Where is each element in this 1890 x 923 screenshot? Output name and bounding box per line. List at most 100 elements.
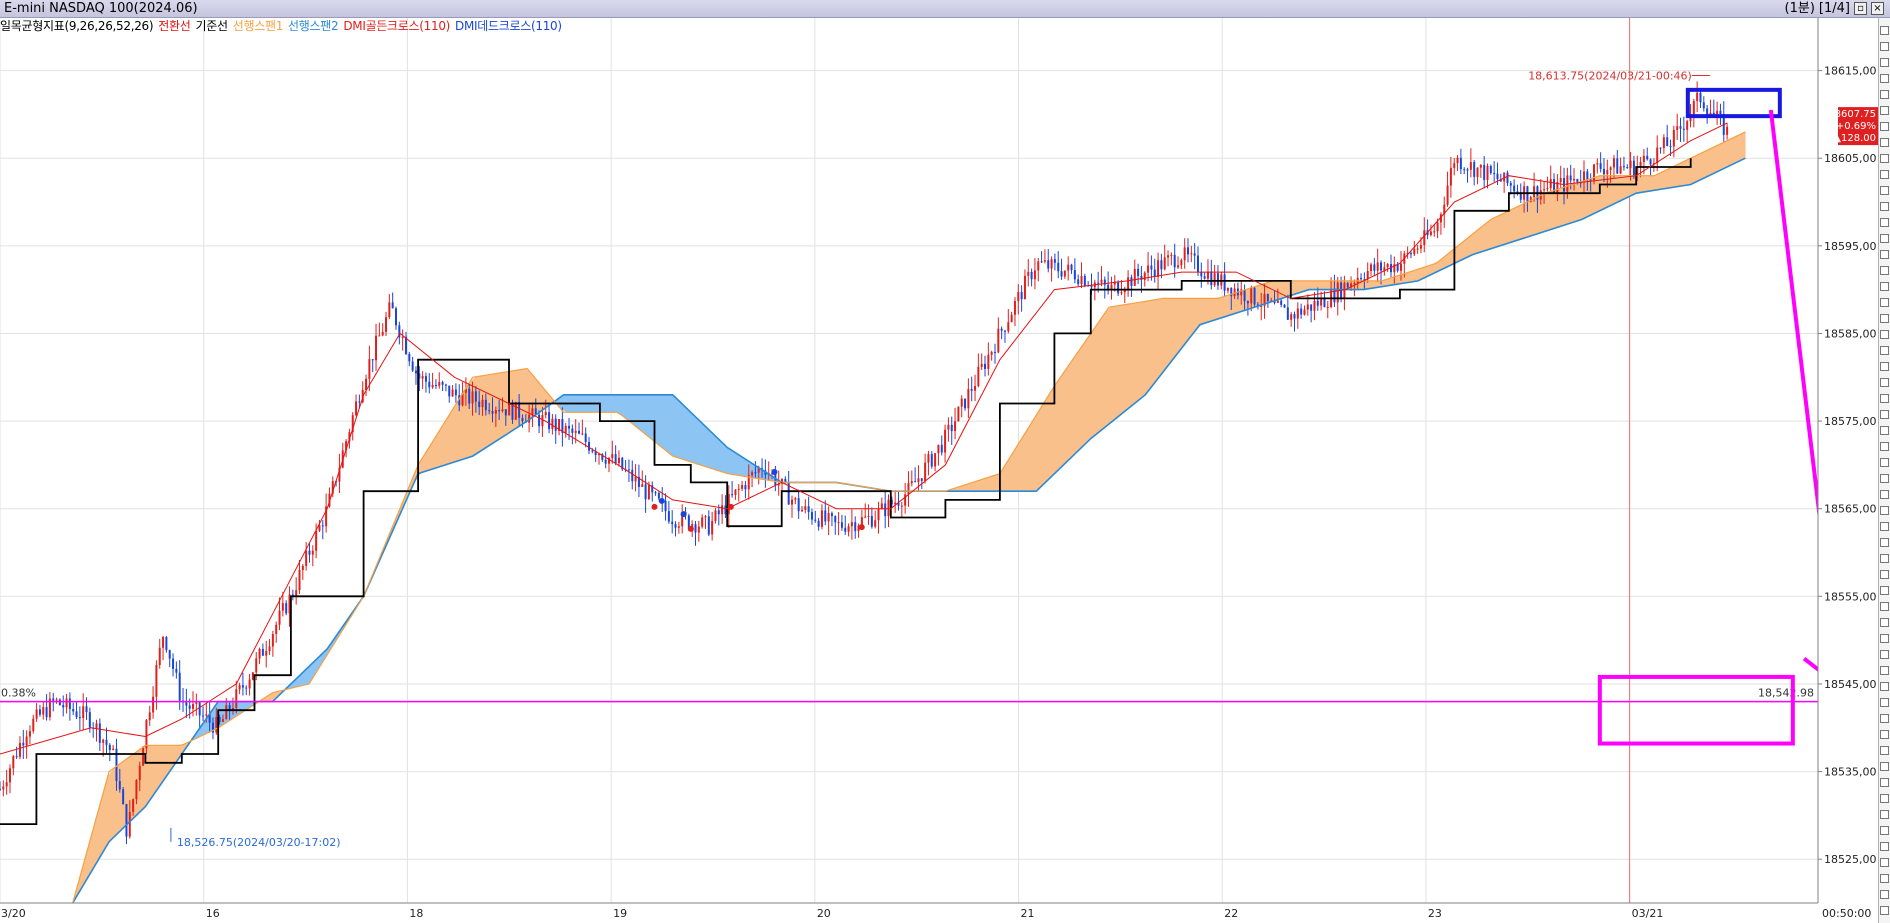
candle-body-402 bbox=[1336, 282, 1339, 303]
drawing-tool-icon[interactable] bbox=[1880, 250, 1889, 259]
candle-body-477 bbox=[1586, 171, 1589, 180]
drawing-tool-icon[interactable] bbox=[1880, 266, 1889, 275]
drawing-tool-icon[interactable] bbox=[1880, 602, 1889, 611]
drawing-tool-icon[interactable] bbox=[1880, 442, 1889, 451]
drawing-tool-icon[interactable] bbox=[1880, 490, 1889, 499]
drawing-tool-icon[interactable] bbox=[1880, 874, 1889, 883]
drawing-tool-icon[interactable] bbox=[1880, 554, 1889, 563]
drawing-tool-icon[interactable] bbox=[1880, 234, 1889, 243]
candle-body-480 bbox=[1596, 163, 1599, 165]
candle-body-281 bbox=[934, 453, 937, 467]
drawing-tool-icon[interactable] bbox=[1880, 730, 1889, 739]
candle-body-446 bbox=[1483, 164, 1486, 180]
drawing-tool-icon[interactable] bbox=[1880, 170, 1889, 179]
drawing-tool-icon[interactable] bbox=[1880, 506, 1889, 515]
drawing-tool-icon[interactable] bbox=[1880, 634, 1889, 643]
cloud-segment-132 bbox=[992, 473, 1000, 492]
candle-body-172 bbox=[571, 428, 574, 433]
drawing-tool-icon[interactable] bbox=[1880, 26, 1889, 35]
drawing-tool-icon[interactable] bbox=[1880, 778, 1889, 787]
candle-body-118 bbox=[391, 302, 394, 309]
drawing-tool-icon[interactable] bbox=[1880, 570, 1889, 579]
candle-body-318 bbox=[1057, 262, 1060, 272]
drawing-tool-icon[interactable] bbox=[1880, 762, 1889, 771]
drawing-tool-icon[interactable] bbox=[1880, 154, 1889, 163]
drawing-tool-icon[interactable] bbox=[1880, 650, 1889, 659]
drawing-tool-icon[interactable] bbox=[1880, 410, 1889, 419]
drawing-tool-icon[interactable] bbox=[1880, 794, 1889, 803]
close-icon[interactable]: × bbox=[1871, 2, 1884, 15]
candle-body-144 bbox=[478, 401, 481, 408]
candle-body-77 bbox=[255, 658, 258, 673]
candle-body-395 bbox=[1313, 300, 1316, 311]
cloud-segment-137 bbox=[1027, 417, 1035, 492]
candle-body-42 bbox=[138, 765, 141, 781]
drawing-tool-icon[interactable] bbox=[1880, 586, 1889, 595]
cloud-segment-233 bbox=[1696, 151, 1704, 183]
candle-body-117 bbox=[388, 302, 391, 318]
candle-body-404 bbox=[1343, 282, 1346, 298]
candle-body-129 bbox=[428, 381, 431, 388]
drawing-tool-icon[interactable] bbox=[1880, 810, 1889, 819]
drawing-tool-icon[interactable] bbox=[1880, 858, 1889, 867]
candle-body-125 bbox=[414, 370, 417, 374]
drawing-tool-icon[interactable] bbox=[1880, 618, 1889, 627]
candle-body-23 bbox=[75, 711, 78, 718]
drawing-tool-icon[interactable] bbox=[1880, 458, 1889, 467]
drawing-tool-icon[interactable] bbox=[1880, 138, 1889, 147]
candle-body-324 bbox=[1077, 279, 1080, 285]
drawing-tool-icon[interactable] bbox=[1880, 42, 1889, 51]
candle-body-496 bbox=[1649, 159, 1652, 165]
candle-body-428 bbox=[1423, 230, 1426, 246]
drawing-tool-icon[interactable] bbox=[1880, 362, 1889, 371]
drawing-tool-icon[interactable] bbox=[1880, 282, 1889, 291]
drawing-tool-icon[interactable] bbox=[1880, 90, 1889, 99]
drawing-tool-icon[interactable] bbox=[1880, 698, 1889, 707]
candle-body-8 bbox=[25, 736, 28, 746]
drawing-tool-icon[interactable] bbox=[1880, 378, 1889, 387]
candle-body-296 bbox=[984, 363, 987, 369]
candle-body-2 bbox=[5, 782, 8, 787]
drawing-tool-icon[interactable] bbox=[1880, 538, 1889, 547]
drawing-tool-icon[interactable] bbox=[1880, 906, 1889, 915]
drawing-tool-icon[interactable] bbox=[1880, 58, 1889, 67]
drawing-tool-icon[interactable] bbox=[1880, 474, 1889, 483]
drawing-tool-icon[interactable] bbox=[1880, 202, 1889, 211]
candle-body-201 bbox=[667, 511, 670, 522]
x-tick-label-8: 03/21 bbox=[1632, 907, 1664, 920]
candle-body-167 bbox=[554, 418, 557, 431]
drawing-tool-icon[interactable] bbox=[1880, 714, 1889, 723]
drawing-tool-icon[interactable] bbox=[1880, 890, 1889, 899]
drawing-tool-icon[interactable] bbox=[1880, 106, 1889, 115]
drawing-tool-icon[interactable] bbox=[1880, 186, 1889, 195]
drawing-tool-icon[interactable] bbox=[1880, 346, 1889, 355]
legend-indicator[interactable]: 일목균형지표(9,26,26,52,26) bbox=[0, 19, 154, 33]
interval-label[interactable]: (1분) bbox=[1784, 1, 1815, 16]
drawing-tool-icon[interactable] bbox=[1880, 74, 1889, 83]
drawing-tool-icon[interactable] bbox=[1880, 330, 1889, 339]
candle-body-34 bbox=[112, 748, 115, 750]
legend-golden[interactable]: DMI골든크로스(110) bbox=[343, 19, 451, 33]
drawing-tool-icon[interactable] bbox=[1880, 218, 1889, 227]
window-title: E-mini NASDAQ 100(2024.06) bbox=[4, 1, 198, 16]
drawing-tool-icon[interactable] bbox=[1880, 826, 1889, 835]
candle-body-387 bbox=[1286, 307, 1289, 320]
legend-dead[interactable]: DMI데드크로스(110) bbox=[455, 19, 562, 33]
x-axis: 3/20 16 18 19 20 21 22 23 03/21 00:50:00 bbox=[0, 902, 1890, 923]
candle-body-114 bbox=[378, 335, 381, 337]
drawing-tool-icon[interactable] bbox=[1880, 746, 1889, 755]
drawing-tool-icon[interactable] bbox=[1880, 394, 1889, 403]
page-label[interactable]: [1/4] bbox=[1818, 1, 1850, 16]
drawing-tool-icon[interactable] bbox=[1880, 842, 1889, 851]
drawing-tool-icon[interactable] bbox=[1880, 122, 1889, 131]
restore-icon[interactable]: ▫ bbox=[1854, 2, 1867, 15]
candle-body-445 bbox=[1479, 164, 1482, 168]
drawing-tool-icon[interactable] bbox=[1880, 666, 1889, 675]
drawing-tool-icon[interactable] bbox=[1880, 522, 1889, 531]
drawing-tool-icon[interactable] bbox=[1880, 426, 1889, 435]
drawing-tool-icon[interactable] bbox=[1880, 314, 1889, 323]
drawing-tool-icon[interactable] bbox=[1880, 682, 1889, 691]
candle-body-465 bbox=[1546, 188, 1549, 190]
drawing-tool-icon[interactable] bbox=[1880, 298, 1889, 307]
